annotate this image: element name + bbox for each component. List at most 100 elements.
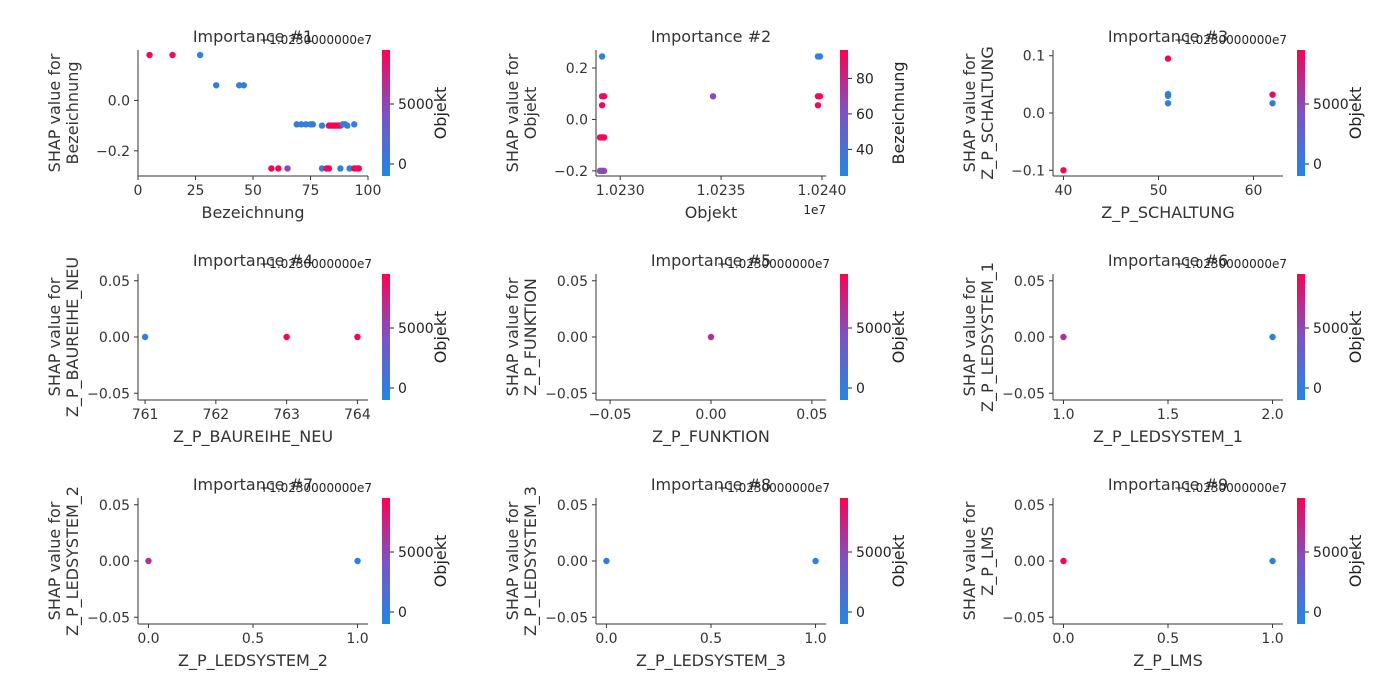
- y-tick-label: 0.00: [1014, 554, 1045, 570]
- x-tick-label: 0.0: [1052, 631, 1074, 647]
- data-point: [707, 333, 715, 341]
- data-point: [283, 333, 290, 341]
- data-point: [812, 557, 819, 565]
- subplot-5: Importance #5−0.05 0.00 0.050.050.00−0.05Z…: [503, 251, 908, 447]
- x-tick-label: 1.0240: [797, 183, 846, 199]
- y-tick-label: 0.05: [1014, 274, 1045, 290]
- data-point: [318, 165, 326, 172]
- data-point: [600, 134, 608, 141]
- y-tick-label: −0.05: [1002, 386, 1045, 402]
- colorbar-label: Objekt: [1346, 311, 1365, 364]
- data-point: [284, 165, 291, 172]
- y-tick-label: −0.2: [96, 144, 130, 160]
- y-tick-label: 0.05: [99, 274, 130, 290]
- data-point: [600, 93, 608, 100]
- y-axis-label: SHAP value forBezeichnung: [45, 53, 82, 172]
- data-point: [275, 165, 282, 172]
- colorbar-tick-label: 0: [398, 381, 407, 397]
- colorbar-label: Bezeichnung: [889, 61, 908, 164]
- offset-text: +1.0230000000e7: [259, 481, 372, 495]
- y-axis-label: SHAP value forObjekt: [503, 53, 540, 172]
- data-point: [354, 333, 361, 341]
- offset-text: +1.0230000000e7: [259, 257, 372, 271]
- y-tick-label: 0.00: [99, 554, 130, 570]
- subplot-title: Importance #9: [1108, 475, 1228, 494]
- colorbar-tick-label: 5000: [398, 321, 434, 337]
- x-tick-label: 0.5: [242, 631, 264, 647]
- x-tick-label: 25: [187, 183, 205, 199]
- colorbar-label: Objekt: [431, 87, 450, 140]
- colorbar-tick-label: 0: [1313, 605, 1322, 621]
- y-axis-label-line: SHAP value for: [503, 277, 522, 396]
- subplot-title: Importance #2: [651, 27, 771, 46]
- colorbar-tick-label: 5000: [1313, 321, 1349, 337]
- offset-text: +1.0230000000e7: [1174, 257, 1287, 271]
- x-tick-label: 50: [1150, 183, 1168, 199]
- y-tick-label: 0.1: [1023, 49, 1045, 65]
- y-axis-label: SHAP value forZ_P_LEDSYSTEM_2: [45, 486, 83, 636]
- y-tick-label: 0.0: [1023, 106, 1045, 122]
- y-tick-label: −0.05: [87, 610, 130, 626]
- subplot-1: Importance #1 0 25 50 75 100 0.0 −0.2 Bezeichnun…: [45, 27, 450, 222]
- offset-text: +1.0230000000e7: [1174, 33, 1287, 47]
- colorbar-tick-label: 0: [1313, 157, 1322, 173]
- subplot-7: Importance #70.0 0.5 1.00.050.00−0.05Z_P_L…: [45, 475, 450, 671]
- offset-text: +1.0230000000e7: [717, 481, 830, 495]
- x-tick-label: 0.5: [700, 631, 722, 647]
- offset-text: +1.0230000000e7: [717, 257, 830, 271]
- data-point: [598, 53, 606, 60]
- colorbar: [1297, 274, 1305, 400]
- subplot-title: Importance #3: [1108, 27, 1228, 46]
- subplot-title: Importance #1: [193, 27, 313, 46]
- x-tick-label: 2.0: [1261, 407, 1283, 423]
- y-axis-label-line: Objekt: [521, 87, 540, 140]
- data-point: [1269, 333, 1276, 341]
- data-point: [236, 82, 243, 89]
- subplot-title: Importance #7: [193, 475, 313, 494]
- x-axis-label: Z_P_SCHALTUNG: [1101, 203, 1234, 223]
- x-tick-label: 764: [344, 407, 371, 423]
- colorbar: [1297, 50, 1305, 176]
- y-axis-label-line: Z_P_LEDSYSTEM_2: [63, 486, 83, 636]
- data-point: [346, 165, 353, 172]
- x-axis-label: Z_P_FUNKTION: [652, 427, 770, 447]
- data-point: [603, 557, 610, 565]
- data-point: [268, 165, 275, 172]
- x-tick-label: 50: [244, 183, 262, 199]
- y-tick-label: 0.00: [557, 330, 588, 346]
- data-point: [145, 557, 152, 565]
- data-point: [1060, 167, 1067, 174]
- y-axis-label-line: SHAP value for: [45, 501, 64, 620]
- colorbar: [840, 274, 848, 400]
- colorbar-label: Objekt: [1346, 87, 1365, 140]
- y-tick-label: −0.05: [545, 386, 588, 402]
- data-point: [302, 121, 310, 128]
- data-point: [1269, 100, 1276, 107]
- data-point: [309, 121, 316, 128]
- colorbar-tick-label: 5000: [1313, 545, 1349, 561]
- y-axis-label-line: SHAP value for: [503, 53, 522, 172]
- subplot-6: Importance #61.0 1.5 2.00.050.00−0.05Z_P_L…: [960, 251, 1365, 447]
- data-point: [709, 93, 717, 100]
- x-tick-label: 1.0230: [596, 183, 645, 199]
- data-point: [1164, 100, 1172, 107]
- data-point: [213, 82, 220, 89]
- y-tick-label: 0.0: [566, 112, 588, 128]
- y-axis-label-line: Z_P_SCHALTUNG: [978, 46, 998, 179]
- colorbar-tick-label: 5000: [856, 545, 892, 561]
- data-point: [344, 122, 351, 129]
- colorbar-label: Objekt: [889, 535, 908, 588]
- data-point: [351, 121, 358, 128]
- subplot-3: Importance #3 40 50 60 0.1 0.0 −0.1 Z_P_SCHALTU…: [960, 27, 1365, 223]
- data-point: [318, 122, 326, 129]
- colorbar-tick-label: 0: [856, 605, 865, 621]
- colorbar-tick-label: 5000: [398, 545, 434, 561]
- data-point: [1269, 91, 1276, 98]
- data-point: [598, 102, 606, 109]
- y-tick-label: 0.05: [1014, 498, 1045, 514]
- x-tick-label: 0.0: [595, 631, 617, 647]
- colorbar-tick-label: 0: [398, 605, 407, 621]
- colorbar-tick-label: 40: [856, 142, 874, 158]
